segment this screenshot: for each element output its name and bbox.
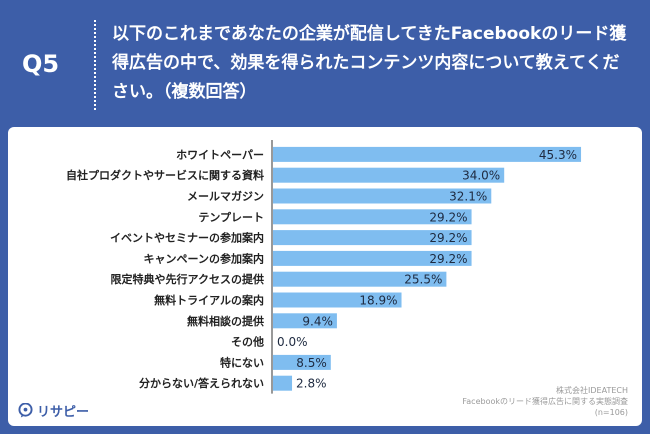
bar bbox=[273, 209, 472, 225]
value-label: 29.2% bbox=[429, 231, 467, 245]
bar bbox=[273, 188, 492, 204]
value-label: 0.0% bbox=[277, 335, 308, 349]
category-label: キャンペーンの参加案内 bbox=[144, 251, 264, 265]
value-label: 34.0% bbox=[462, 169, 500, 183]
category-label: メールマガジン bbox=[187, 189, 264, 203]
bar bbox=[273, 375, 293, 391]
value-label: 32.1% bbox=[449, 190, 487, 204]
category-label: テンプレート bbox=[198, 210, 264, 224]
logo-text: リサピー bbox=[37, 405, 90, 420]
bar bbox=[273, 354, 331, 370]
bar bbox=[273, 250, 472, 266]
survey-name: Facebookのリード獲得広告に関する実態調査 bbox=[462, 397, 628, 406]
value-label: 9.4% bbox=[302, 314, 333, 328]
value-label: 25.5% bbox=[404, 273, 442, 287]
category-label: 特にない bbox=[220, 355, 264, 369]
bar bbox=[273, 230, 472, 246]
bar bbox=[273, 271, 447, 287]
category-label: 分からない/答えられない bbox=[139, 376, 264, 390]
risapy-logo: リサピー bbox=[18, 401, 89, 420]
header-divider bbox=[94, 20, 96, 110]
question-number: Q5 bbox=[22, 50, 60, 78]
value-label: 18.9% bbox=[359, 294, 397, 308]
survey-note: 株式会社IDEATECH Facebookのリード獲得広告に関する実態調査 (n… bbox=[462, 385, 628, 418]
category-label: イベントやセミナーの参加案内 bbox=[110, 231, 264, 245]
value-label: 8.5% bbox=[296, 356, 327, 370]
value-label: 45.3% bbox=[539, 148, 577, 162]
value-label: 29.2% bbox=[429, 252, 467, 266]
chart-panel: ホワイトペーパー 45.3% 自社プロダクトやサービスに関する資料 34.0% メールマ… bbox=[8, 127, 642, 426]
bar bbox=[273, 146, 582, 162]
category-label: 無料相談の提供 bbox=[187, 314, 264, 328]
bar bbox=[273, 292, 402, 308]
category-label: 自社プロダクトやサービスに関する資料 bbox=[66, 168, 264, 182]
speech-bubble-icon bbox=[18, 403, 33, 418]
question-header: Q5 以下のこれまであなたの企業が配信してきたFacebookのリード獲得広告の… bbox=[0, 0, 650, 127]
bar bbox=[273, 313, 337, 329]
sample-size: (n=106) bbox=[594, 408, 628, 417]
category-label: ホワイトペーパー bbox=[176, 148, 264, 161]
bar bbox=[273, 167, 505, 183]
category-label: 限定特典や先行アクセスの提供 bbox=[111, 272, 264, 286]
value-label: 29.2% bbox=[429, 210, 467, 224]
bar-chart: ホワイトペーパー 45.3% 自社プロダクトやサービスに関する資料 34.0% メールマ… bbox=[66, 140, 582, 394]
question-text: 以下のこれまであなたの企業が配信してきたFacebookのリード獲得広告の中で、… bbox=[112, 24, 627, 102]
category-label: 無料トライアルの案内 bbox=[154, 293, 264, 307]
company-name: 株式会社IDEATECH bbox=[556, 386, 628, 395]
category-label: その他 bbox=[231, 335, 264, 349]
value-label: 2.8% bbox=[296, 377, 327, 391]
